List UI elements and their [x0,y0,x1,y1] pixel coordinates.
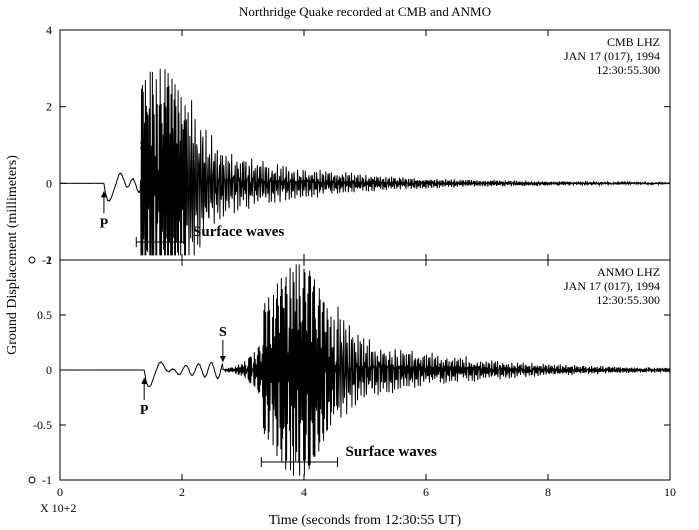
x-tick-label: 4 [301,485,307,499]
panel1-meta-line: 12:30:55.300 [596,63,660,77]
panel2-surface-label: Surface waves [346,444,437,460]
panel2-meta-line: JAN 17 (017), 1994 [564,279,660,293]
x-tick-label: 10 [664,485,676,499]
panel1-ytick-label: 0 [46,176,52,190]
x-tick-label: 8 [545,485,551,499]
panel1-origin-marker [29,257,35,263]
x-tick-label: 2 [179,485,185,499]
x-tick-label: 6 [423,485,429,499]
y-axis-label: Ground Displacement (millimeters) [5,155,20,355]
panel1-p-label: P [100,216,109,231]
panel2-meta-line: ANMO LHZ [597,265,660,279]
panel1-meta-line: CMB LHZ [607,35,660,49]
panel2-ytick-label: 1 [46,253,52,267]
panel2-ytick-label: -0.5 [33,418,52,432]
panel1-waveform [60,69,670,256]
panel2-ytick-label: 0.5 [37,308,52,322]
x-tick-label: 0 [57,485,63,499]
panel1-ytick-label: 2 [46,100,52,114]
panel1-surface-label: Surface waves [193,224,284,240]
chart-container: Northridge Quake recorded at CMB and ANM… [0,0,699,530]
panel1-s-label: S [140,138,148,153]
panel2-meta-line: 12:30:55.300 [596,293,660,307]
panel1-ytick-label: 4 [46,23,52,37]
chart-title: Northridge Quake recorded at CMB and ANM… [239,4,491,19]
panel2-ytick-label: -1 [42,473,52,487]
panel2-p-label: P [140,403,149,418]
x-scale-label: X 10+2 [40,501,76,515]
panel2-s-label: S [219,325,227,340]
panel1-meta-line: JAN 17 (017), 1994 [564,49,660,63]
x-axis-label: Time (seconds from 12:30:55 UT) [269,513,462,528]
panel2-origin-marker [29,477,35,483]
panel2-ytick-label: 0 [46,363,52,377]
seismogram-svg: Northridge Quake recorded at CMB and ANM… [0,0,699,530]
